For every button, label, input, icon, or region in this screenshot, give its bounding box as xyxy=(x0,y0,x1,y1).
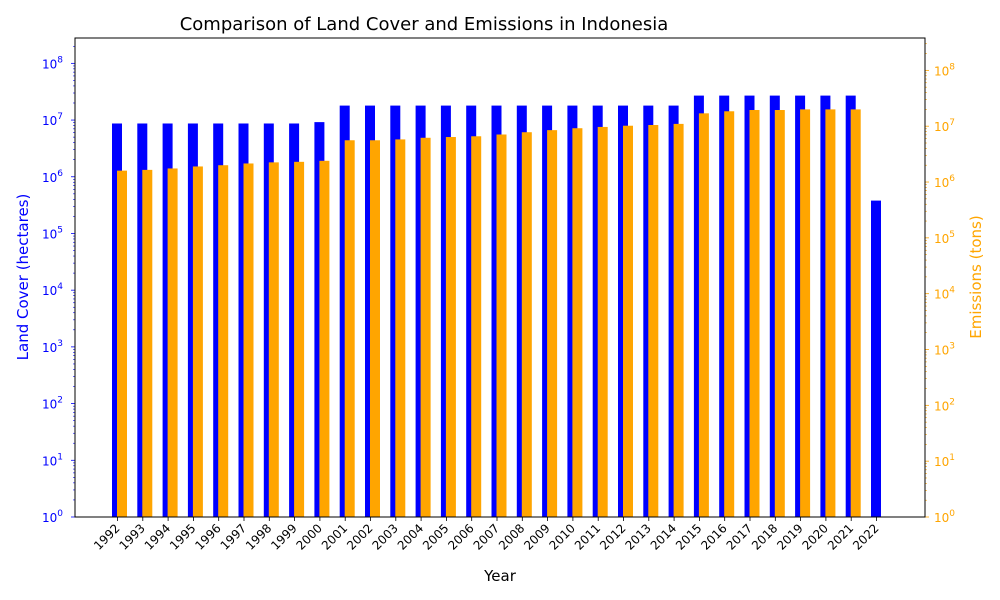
left-tick-label: 100 xyxy=(42,509,63,525)
emissions-bar-1992 xyxy=(117,170,127,517)
x-tick-label-2003: 2003 xyxy=(369,521,400,552)
emissions-bar-2011 xyxy=(597,126,608,517)
emissions-bar-2013 xyxy=(648,125,659,517)
emissions-bar-2016 xyxy=(724,111,735,517)
right-tick-label: 100 xyxy=(934,509,955,525)
right-tick-label: 104 xyxy=(934,286,955,302)
x-tick-label-2000: 2000 xyxy=(294,521,325,552)
right-tick-label: 103 xyxy=(934,342,955,358)
x-tick-label-2001: 2001 xyxy=(319,521,350,552)
emissions-bar-1993 xyxy=(142,169,153,517)
left-tick-label: 103 xyxy=(42,339,63,355)
emissions-bar-1995 xyxy=(192,166,203,517)
x-tick-label-2018: 2018 xyxy=(749,521,780,552)
right-y-axis-label: Emissions (tons) xyxy=(967,215,985,338)
emissions-bar-2008 xyxy=(521,132,532,517)
emissions-bar-2006 xyxy=(471,136,482,517)
emissions-bars xyxy=(117,109,861,518)
emissions-bar-2004 xyxy=(420,137,431,518)
emissions-bar-1996 xyxy=(218,165,229,517)
x-tick-label-2010: 2010 xyxy=(547,521,578,552)
chart-title: Comparison of Land Cover and Emissions i… xyxy=(180,14,669,35)
emissions-bar-2000 xyxy=(319,160,330,518)
emissions-bar-2018 xyxy=(774,110,785,517)
x-tick-label-1995: 1995 xyxy=(167,521,198,552)
x-tick-label-2021: 2021 xyxy=(825,521,856,552)
emissions-bar-1998 xyxy=(268,162,279,518)
x-tick-label-2019: 2019 xyxy=(774,521,805,552)
emissions-bar-2021 xyxy=(850,109,861,517)
emissions-bar-1997 xyxy=(243,163,254,517)
emissions-bar-2001 xyxy=(344,140,355,517)
emissions-bar-2017 xyxy=(749,110,760,517)
x-tick-label-1994: 1994 xyxy=(142,521,173,552)
emissions-bar-2015 xyxy=(698,113,709,517)
x-tick-label-2004: 2004 xyxy=(395,521,426,552)
left-tick-label: 106 xyxy=(42,169,63,185)
left-tick-label: 101 xyxy=(42,452,63,468)
right-tick-label: 102 xyxy=(934,397,955,413)
right-tick-label: 101 xyxy=(934,453,955,469)
x-tick-label-2022: 2022 xyxy=(850,521,881,552)
x-tick-label-2020: 2020 xyxy=(800,521,831,552)
x-tick-label-2014: 2014 xyxy=(648,521,679,552)
emissions-bar-2019 xyxy=(800,109,811,517)
x-tick-label-1993: 1993 xyxy=(116,521,147,552)
x-tick-label-1992: 1992 xyxy=(91,521,122,552)
x-tick-label-1997: 1997 xyxy=(218,521,249,552)
left-tick-label: 107 xyxy=(42,112,63,128)
x-tick-label-1998: 1998 xyxy=(243,521,274,552)
left-tick-label: 105 xyxy=(42,225,63,241)
x-tick-label-2017: 2017 xyxy=(724,521,755,552)
x-tick-label-2015: 2015 xyxy=(673,521,704,552)
emissions-bar-2010 xyxy=(572,128,583,517)
emissions-bar-2014 xyxy=(673,123,684,517)
x-tick-label-1996: 1996 xyxy=(192,521,223,552)
left-tick-label: 102 xyxy=(42,396,63,412)
x-tick-label-2005: 2005 xyxy=(420,521,451,552)
x-axis-label: Year xyxy=(483,567,517,585)
x-tick-label-1999: 1999 xyxy=(268,521,299,552)
x-tick-label-2016: 2016 xyxy=(698,521,729,552)
right-tick-label: 107 xyxy=(934,118,955,134)
x-tick-label-2007: 2007 xyxy=(471,521,502,552)
left-tick-label: 104 xyxy=(42,282,63,298)
left-y-axis: 100 101 102 103 104 105 106 107 108 xyxy=(42,45,75,525)
emissions-bar-1994 xyxy=(167,168,178,517)
x-tick-label-2002: 2002 xyxy=(344,521,375,552)
x-tick-label-2011: 2011 xyxy=(572,521,603,552)
plot-frame xyxy=(74,37,926,518)
right-y-axis: 100 101 102 103 104 105 106 107 108 xyxy=(925,43,955,525)
emissions-bar-1999 xyxy=(294,161,305,517)
emissions-bar-2007 xyxy=(496,134,507,517)
land-cover-bar-2022 xyxy=(871,200,881,517)
right-tick-label: 108 xyxy=(934,62,955,78)
emissions-bar-2005 xyxy=(445,137,456,517)
emissions-bar-2009 xyxy=(547,130,558,517)
x-axis: 1992199319941995199619971998199920002001… xyxy=(91,517,882,553)
right-tick-label: 106 xyxy=(934,174,955,190)
x-tick-label-2012: 2012 xyxy=(597,521,628,552)
left-tick-label: 108 xyxy=(42,55,63,71)
x-tick-label-2008: 2008 xyxy=(496,521,527,552)
left-y-axis-label: Land Cover (hectares) xyxy=(14,194,32,361)
x-tick-label-2006: 2006 xyxy=(445,521,476,552)
emissions-bar-2020 xyxy=(825,109,836,517)
emissions-bar-2003 xyxy=(395,139,406,517)
x-tick-label-2013: 2013 xyxy=(622,521,653,552)
emissions-bar-2002 xyxy=(370,140,380,517)
emissions-bar-2012 xyxy=(623,125,633,517)
right-tick-label: 105 xyxy=(934,230,955,246)
x-tick-label-2009: 2009 xyxy=(521,521,552,552)
